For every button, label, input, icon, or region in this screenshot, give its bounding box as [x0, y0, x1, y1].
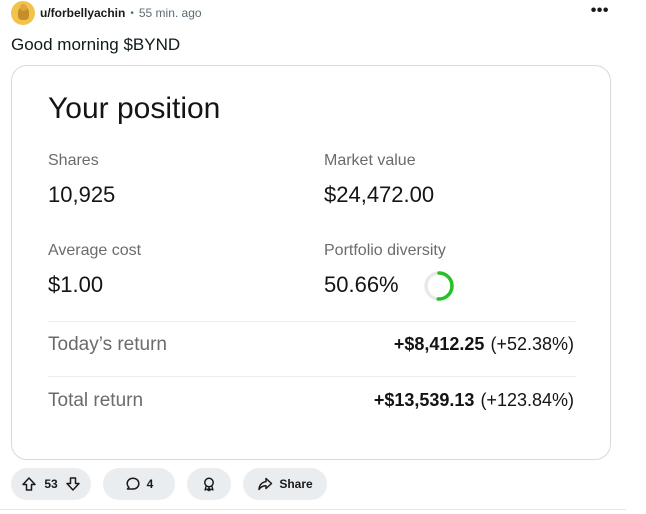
post-header: u/forbellyachin • 55 min. ago •••	[11, 0, 625, 26]
total-return-value: +$13,539.13 (+123.84%)	[374, 390, 574, 411]
average-cost-value: $1.00	[48, 272, 104, 297]
total-return-percent: (+123.84%)	[480, 390, 574, 410]
award-button[interactable]	[187, 468, 231, 500]
meta-separator: •	[130, 7, 134, 19]
post-divider	[0, 509, 626, 510]
market-value: $24,472.00	[324, 182, 435, 207]
share-icon	[258, 477, 273, 491]
todays-return-value: +$8,412.25 (+52.38%)	[394, 334, 574, 355]
avatar[interactable]	[11, 1, 35, 25]
portfolio-diversity-value: 50.66%	[324, 272, 399, 297]
vote-control: 53	[11, 468, 91, 500]
downvote-icon[interactable]	[65, 476, 81, 492]
post-image-card[interactable]: Your position Shares 10,925 Market value…	[11, 65, 611, 460]
share-button[interactable]: Share	[243, 468, 327, 500]
author-link[interactable]: u/forbellyachin	[40, 6, 126, 20]
upvote-icon[interactable]	[21, 476, 37, 492]
portfolio-diversity-label: Portfolio diversity	[324, 242, 446, 259]
post-actions: 53 4 Share	[11, 468, 327, 500]
market-value-label: Market value	[324, 152, 416, 169]
card-title: Your position	[48, 92, 221, 125]
comment-icon	[126, 477, 140, 490]
total-return-amount: +$13,539.13	[373, 390, 475, 410]
todays-return-amount: +$8,412.25	[393, 334, 485, 354]
award-icon	[204, 477, 214, 492]
divider	[48, 376, 576, 377]
vote-count: 53	[44, 477, 58, 491]
average-cost-label: Average cost	[48, 242, 142, 259]
diversity-ring-icon	[424, 271, 454, 301]
shares-label: Shares	[48, 152, 99, 169]
todays-return-percent: (+52.38%)	[490, 334, 574, 354]
shares-value: 10,925	[48, 182, 116, 207]
post-title[interactable]: Good morning $BYND	[11, 35, 181, 54]
share-label: Share	[279, 477, 313, 491]
post-time: 55 min. ago	[138, 6, 202, 20]
more-options-icon[interactable]: •••	[590, 2, 609, 19]
total-return-label: Total return	[48, 390, 144, 411]
todays-return-label: Today’s return	[48, 334, 167, 355]
comments-button[interactable]: 4	[103, 468, 175, 500]
comment-count: 4	[146, 477, 154, 491]
divider	[48, 321, 576, 322]
